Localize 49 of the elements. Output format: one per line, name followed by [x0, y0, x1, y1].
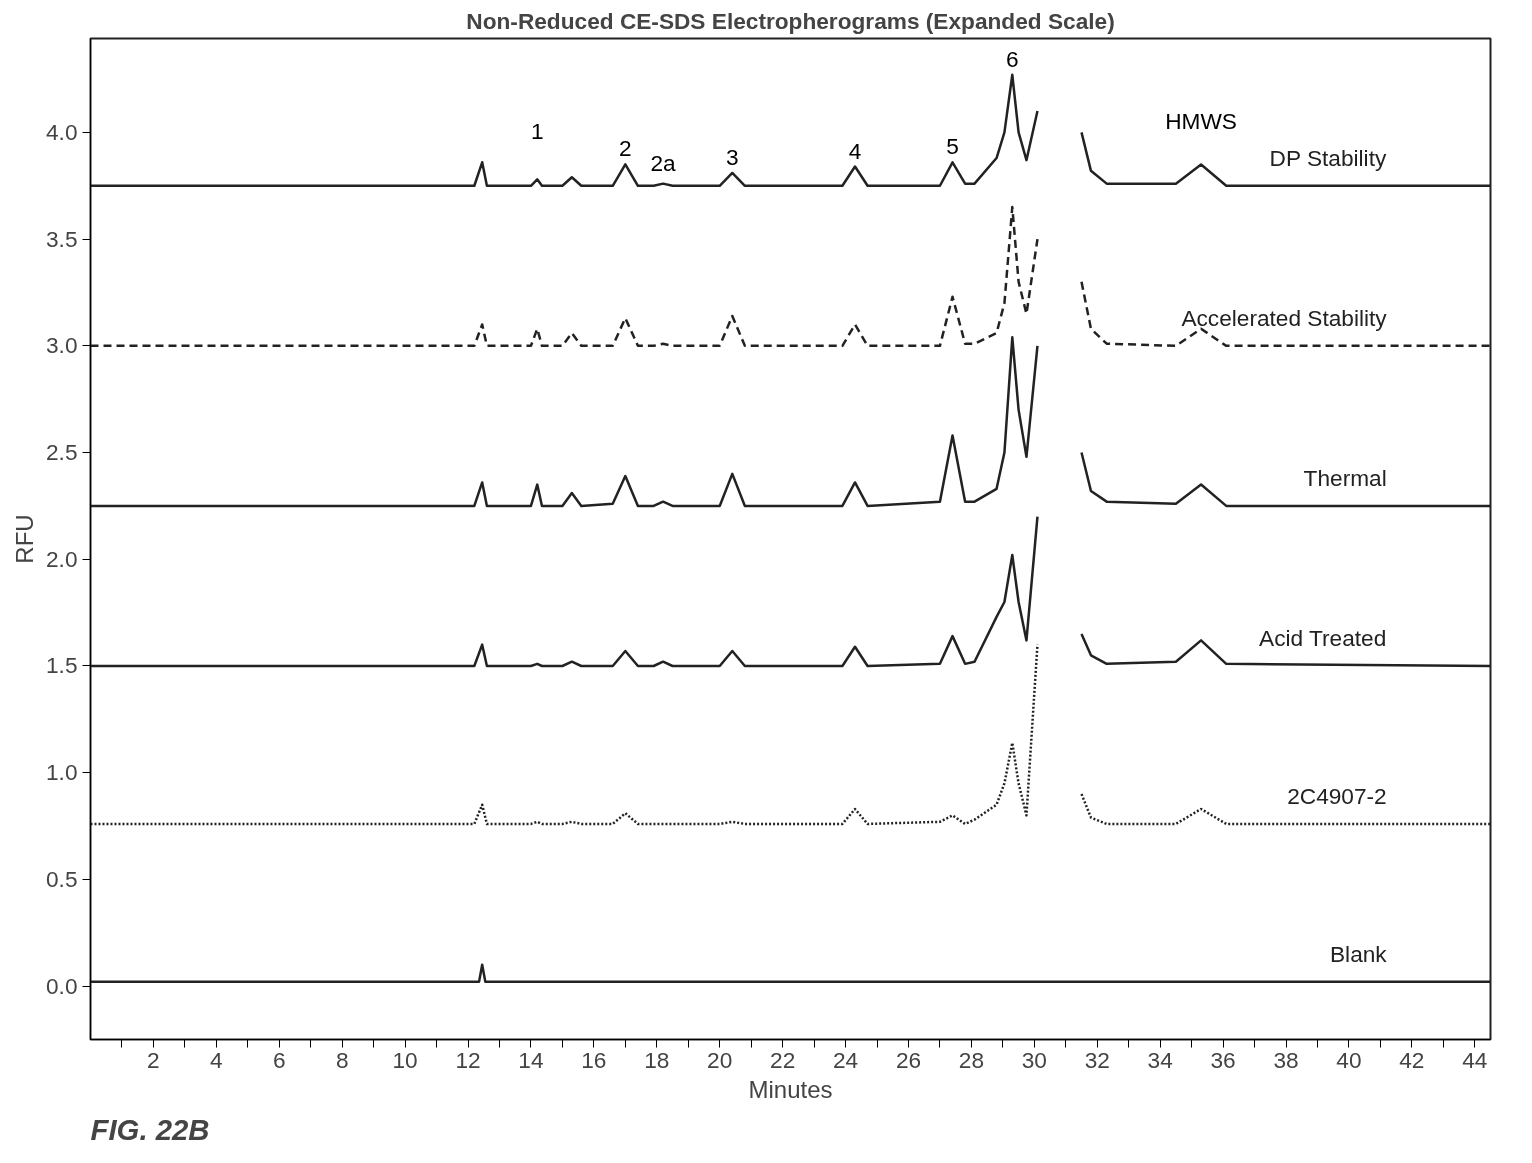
- caption: FIG. 22B: [90, 1112, 210, 1146]
- y-tick-label: 2.5: [46, 439, 78, 466]
- series-label: Acid Treated: [1259, 625, 1387, 652]
- x-tick-label: 40: [1336, 1046, 1362, 1073]
- x-tick-label: 14: [518, 1046, 544, 1073]
- x-tick-label: 8: [335, 1046, 349, 1073]
- x-axis-title: Minutes: [748, 1075, 833, 1103]
- series-label: Thermal: [1303, 464, 1387, 491]
- series-label: Accelerated Stability: [1181, 304, 1388, 331]
- annotation: 3: [726, 143, 739, 170]
- chart-title: Non-Reduced CE-SDS Electropherograms (Expanded Scale): [466, 7, 1115, 34]
- series-label: Blank: [1330, 940, 1388, 967]
- x-tick-label: 2: [147, 1046, 160, 1073]
- x-tick-label: 44: [1462, 1046, 1488, 1073]
- annotation: 5: [946, 133, 959, 160]
- x-tick-label: 42: [1399, 1046, 1425, 1073]
- x-tick-label: 38: [1273, 1046, 1299, 1073]
- x-tick-label: 16: [581, 1046, 607, 1073]
- y-tick-label: 2.0: [46, 545, 78, 572]
- x-tick-label: 28: [958, 1046, 984, 1073]
- x-tick-label: 24: [832, 1046, 859, 1073]
- x-tick-label: 36: [1210, 1046, 1236, 1073]
- y-tick-label: 3.5: [46, 225, 78, 252]
- series-label: DP Stability: [1269, 144, 1387, 171]
- y-axis-title: RFU: [11, 514, 38, 564]
- x-tick-label: 12: [455, 1046, 481, 1073]
- x-tick-label: 34: [1147, 1046, 1173, 1073]
- y-tick-label: 3.0: [46, 332, 78, 359]
- series-label: 2C4907-2: [1287, 782, 1387, 809]
- x-tick-label: 6: [272, 1046, 286, 1073]
- y-tick-label: 4.0: [46, 118, 78, 145]
- x-tick-label: 18: [644, 1046, 670, 1073]
- x-tick-label: 4: [210, 1046, 223, 1073]
- annotation: 6: [1006, 45, 1019, 72]
- annotation: 1: [530, 118, 544, 145]
- y-tick-label: 1.5: [46, 652, 78, 679]
- annotation: HMWS: [1165, 108, 1237, 135]
- y-tick-label: 0.5: [46, 865, 78, 892]
- y-tick-label: 0.0: [46, 972, 78, 999]
- x-tick-label: 22: [770, 1046, 796, 1073]
- annotation: 2a: [650, 149, 677, 176]
- x-tick-label: 10: [392, 1046, 418, 1073]
- annotation: 4: [848, 137, 862, 164]
- x-tick-label: 32: [1084, 1046, 1110, 1073]
- y-tick-label: 1.0: [46, 759, 78, 786]
- x-tick-label: 30: [1021, 1046, 1047, 1073]
- x-tick-label: 20: [707, 1046, 733, 1073]
- x-tick-label: 26: [895, 1046, 922, 1073]
- annotation: 2: [619, 135, 632, 162]
